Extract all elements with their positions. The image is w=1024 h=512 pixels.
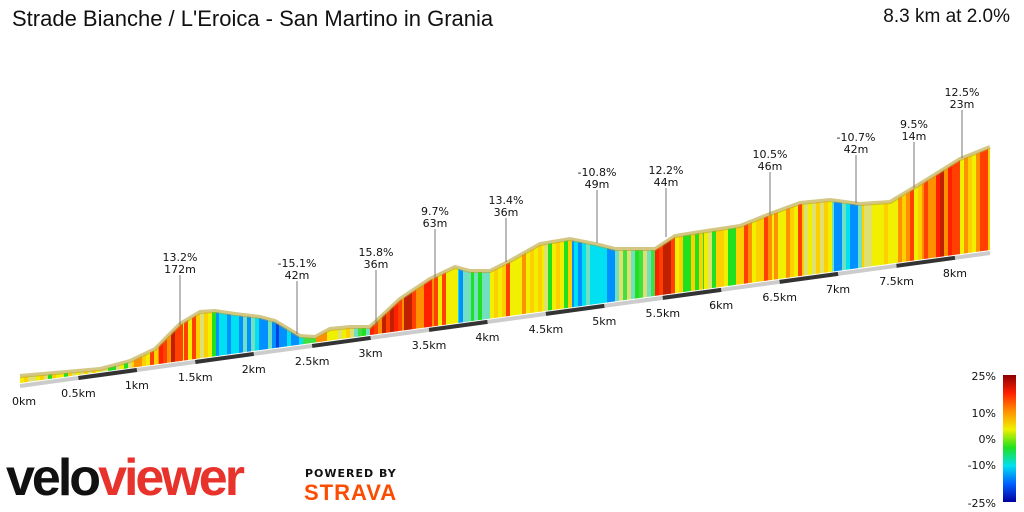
annotation-length: 49m [585,178,610,191]
annotation-length: 172m [164,263,196,276]
legend-label: 25% [972,370,996,383]
annotation-grade: 10.5% [753,148,788,161]
x-tick-label: 1.5km [178,371,213,384]
annotation-grade: 9.5% [900,118,928,131]
veloviewer-logo: veloviewer [6,448,245,508]
axis-segment-dark [311,335,371,348]
annotation-grade: 12.2% [649,164,684,177]
x-tick-label: 1km [125,379,149,392]
x-tick-label: 4km [475,331,499,344]
legend-label: -10% [968,459,996,472]
x-tick-label: 4.5km [529,323,564,336]
x-tick-label: 6.5km [762,291,797,304]
x-tick-label: 2.5km [295,355,330,368]
x-tick-label: 5.5km [645,307,680,320]
annotation-grade: 15.8% [359,246,394,259]
x-tick-label: 3km [359,347,383,360]
x-tick-label: 6km [709,299,733,312]
axis-segment-dark [428,319,488,332]
annotation-length: 42m [285,269,310,282]
powered-by-label: POWERED BY [305,467,397,480]
x-tick-label: 0km [12,395,36,408]
axis-segment-dark [78,367,138,380]
x-tick-label: 7km [826,283,850,296]
legend-label: -25% [968,497,996,510]
grade-color-legend [1003,375,1016,502]
annotation-grade: 13.2% [163,251,198,264]
annotation-length: 44m [654,176,679,189]
annotation-grade: 9.7% [421,205,449,218]
x-tick-label: 3.5km [412,339,447,352]
annotation-grade: -10.7% [837,131,876,144]
logo-velo: velo [6,449,101,507]
legend-label: 0% [979,433,996,446]
annotation-grade: 12.5% [945,86,980,99]
x-tick-label: 5km [592,315,616,328]
annotation-length: 23m [950,98,975,111]
x-tick-label: 8km [943,267,967,280]
annotation-length: 46m [758,160,783,173]
axis-segment-dark [779,271,839,284]
annotation-length: 36m [494,206,519,219]
annotation-length: 14m [902,130,927,143]
x-tick-label: 7.5km [879,275,914,288]
climb-summary: 8.3 km at 2.0% [883,6,1010,27]
annotation-grade: -15.1% [278,257,317,270]
logo-viewer: viewer [98,449,245,507]
annotation-length: 63m [423,217,448,230]
axis-segment-dark [896,255,956,268]
page-title: Strade Bianche / L'Eroica - San Martino … [12,6,494,31]
x-tick-label: 0.5km [61,387,96,400]
annotation-grade: 13.4% [489,194,524,207]
annotation-length: 42m [844,143,869,156]
x-tick-label: 2km [242,363,266,376]
strava-logo: STRAVA [304,480,398,505]
axis-segment-dark [545,303,605,316]
axis-segment-dark [662,287,722,300]
annotation-grade: -10.8% [578,166,617,179]
profile-top-edge [19,145,991,378]
axis-segment-dark [195,351,255,364]
legend-label: 10% [972,407,996,420]
annotation-length: 36m [364,258,389,271]
